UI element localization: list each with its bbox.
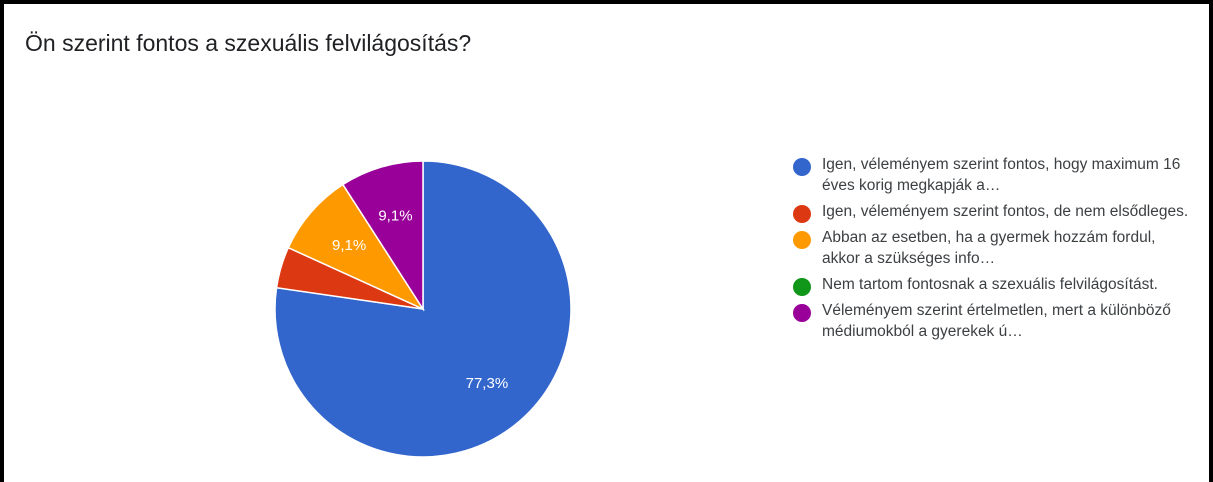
legend-item-5[interactable]: Véleményem szerint értelmetlen, mert a k…: [792, 300, 1192, 342]
pie-slice-3[interactable]: [287, 183, 426, 311]
legend-swatch-1: [793, 158, 811, 176]
legend-item-1[interactable]: Igen, véleményem szerint fontos, hogy ma…: [792, 154, 1192, 196]
pie-slice-label-1: 77,3%: [466, 375, 509, 392]
pie-chart: 77,3% 9,1% 9,1%: [274, 160, 572, 458]
legend-label-4: Nem tartom fontosnak a szexuális felvilá…: [822, 276, 1158, 293]
legend-item-3[interactable]: Abban az esetben, ha a gyermek hozzám fo…: [792, 227, 1192, 269]
legend-swatch-2: [793, 205, 811, 223]
chart-title: Ön szerint fontos a szexuális felvilágos…: [25, 30, 472, 56]
legend-swatch-4: [793, 278, 811, 296]
pie-slice-label-5: 9,1%: [378, 207, 412, 224]
pie-slice-label-3: 9,1%: [332, 237, 366, 254]
legend-item-4[interactable]: Nem tartom fontosnak a szexuális felvilá…: [792, 274, 1192, 296]
legend-label-3: Abban az esetben, ha a gyermek hozzám fo…: [822, 229, 1156, 267]
legend-label-2: Igen, véleményem szerint fontos, de nem …: [822, 203, 1189, 220]
legend-item-2[interactable]: Igen, véleményem szerint fontos, de nem …: [792, 201, 1192, 223]
legend-label-5: Véleményem szerint értelmetlen, mert a k…: [822, 302, 1171, 340]
legend-swatch-3: [793, 231, 811, 249]
pie-slice-5[interactable]: [341, 160, 424, 312]
legend-label-1: Igen, véleményem szerint fontos, hogy ma…: [822, 156, 1181, 194]
chart-legend: Igen, véleményem szerint fontos, hogy ma…: [792, 154, 1192, 347]
legend-swatch-5: [793, 304, 811, 322]
